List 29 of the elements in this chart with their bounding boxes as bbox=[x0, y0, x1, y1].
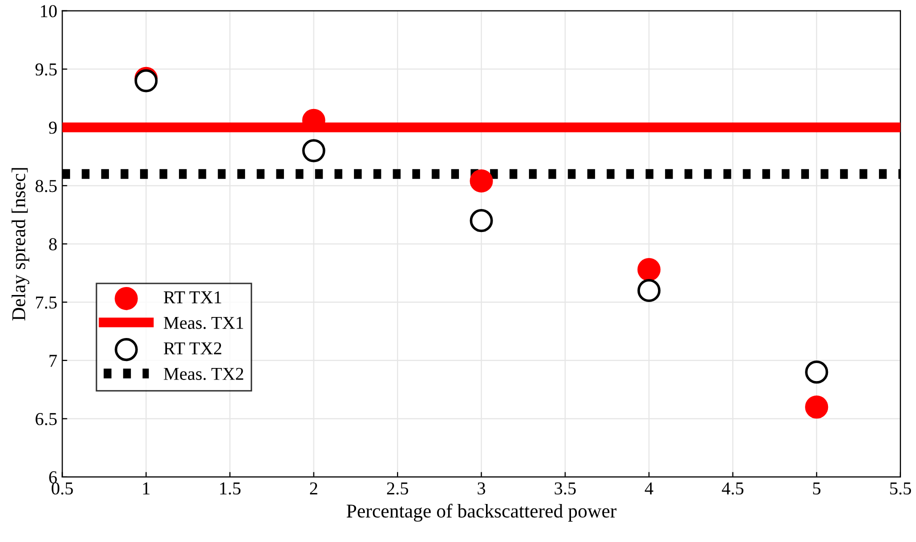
y-tick-label: 9 bbox=[48, 122, 57, 134]
y-tick-label: 8 bbox=[49, 238, 57, 250]
x-tick-label: 4.5 bbox=[722, 482, 744, 495]
x-tick-label: 3.5 bbox=[554, 482, 576, 495]
x-tick-label: 5.5 bbox=[890, 482, 912, 495]
y-tick-label: 6 bbox=[49, 471, 57, 484]
y-tick-label: 7 bbox=[50, 354, 57, 367]
x-axis-title: Percentage of backscattered power bbox=[346, 504, 616, 522]
x-tick-label: 4 bbox=[644, 482, 654, 494]
point bbox=[637, 258, 661, 282]
legend-label: Meas. TX2 bbox=[164, 368, 244, 380]
y-tick-label: 9.5 bbox=[35, 63, 57, 76]
legend-label: Meas. TX1 bbox=[164, 316, 244, 330]
y-axis-title: Delay spread [nsec] bbox=[12, 168, 30, 321]
x-tick-label: 2 bbox=[310, 482, 318, 494]
y-tick-label: 10 bbox=[40, 5, 57, 18]
x-tick-label: 2.5 bbox=[387, 482, 408, 495]
x-tick-label: 5 bbox=[813, 482, 820, 495]
x-tick-label: 0.5 bbox=[52, 482, 73, 495]
point bbox=[470, 169, 493, 193]
x-tick-label: 1 bbox=[143, 482, 150, 494]
legend-label: RT TX2 bbox=[164, 342, 222, 354]
x-tick-label: 1.5 bbox=[220, 482, 240, 495]
legend-label: RT TX1 bbox=[164, 291, 222, 304]
y-tick-label: 6.5 bbox=[36, 413, 57, 426]
y-tick-label: 7.5 bbox=[36, 296, 57, 309]
x-tick-label: 3 bbox=[478, 482, 486, 495]
y-tick-label: 8.5 bbox=[36, 180, 57, 192]
point bbox=[805, 395, 828, 419]
